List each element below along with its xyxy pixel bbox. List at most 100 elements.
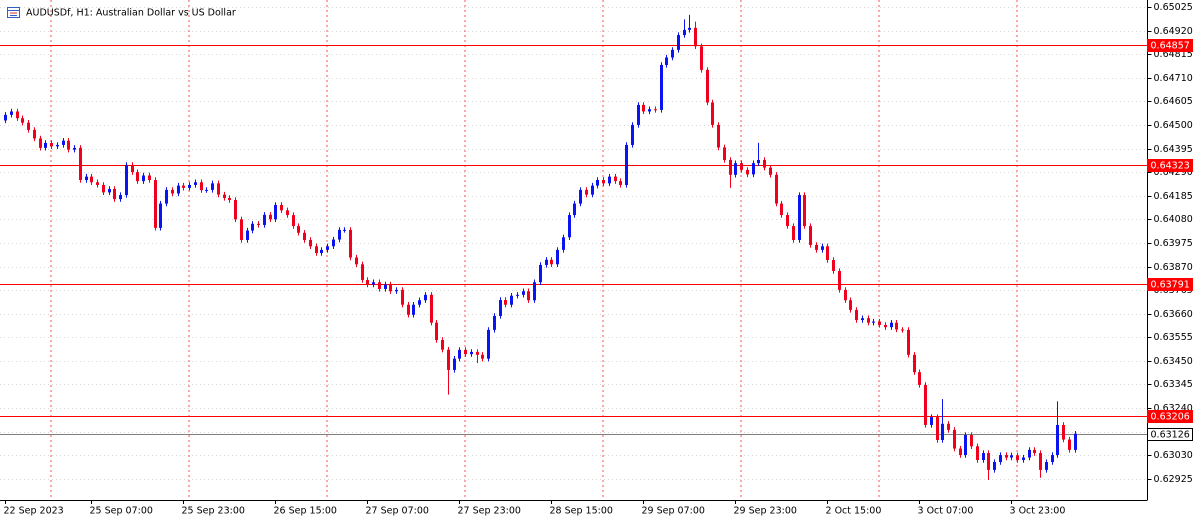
candle-body [631,124,634,145]
candle-body [660,64,663,110]
candle-body [752,163,755,175]
candle-body [154,180,157,228]
candle-body [815,244,818,250]
candle-body [780,203,783,216]
candle-body [1028,449,1031,458]
candle-body [1068,439,1071,450]
candle-body [999,455,1002,463]
candle-body [102,184,105,193]
candle-body [936,417,939,440]
candle-body [378,282,381,289]
candle-body [297,226,300,233]
candle-body [205,189,208,191]
price-tag-label: 0.64857 [1151,41,1190,52]
candle-body [849,300,852,310]
candle-body [441,340,444,350]
candle-body [315,246,318,254]
candle-body [786,215,789,227]
candle-body [798,195,801,240]
y-tick-label: 0.64605 [1154,96,1193,107]
candle-body [366,280,369,285]
candle-body [269,214,272,220]
y-tick-label: 0.64815 [1154,49,1193,60]
candle-body [470,351,473,355]
candle-body [1056,424,1059,456]
candle-body [50,142,53,147]
candle-body [1074,433,1077,450]
candle-body [349,229,352,258]
candle-body [717,124,720,148]
candle-body [803,195,806,227]
grid-layer [0,7,1148,480]
y-tick-label: 0.63450 [1154,356,1193,367]
candle-body [326,246,329,250]
candle-body [706,69,709,103]
candle-body [522,291,525,295]
y-tick-label: 0.62925 [1154,474,1193,485]
candle-body [855,309,858,320]
candle-body [694,27,697,47]
candle-body [113,188,116,200]
y-tick-label: 0.64920 [1154,26,1193,37]
candle-body [516,294,519,296]
candle-body [913,354,916,373]
candle-body [85,176,88,180]
candle-body [67,140,70,150]
candle-body [4,114,7,121]
candle-body [217,183,220,195]
candle-body [188,184,191,188]
candle-body [665,57,668,65]
candle-body [987,453,990,470]
candle-body [458,349,461,359]
candle-body [10,111,13,115]
candle-body [763,160,766,168]
candle-body [648,109,651,112]
candle-body [1062,424,1065,440]
price-tag-label: 0.63126 [1151,430,1190,441]
candle-body [734,163,737,175]
candle-body [775,174,778,204]
candle-body [119,195,122,200]
candle-body [861,318,864,320]
candle-body [16,111,19,119]
candle-body [729,160,732,175]
candle-body [412,304,415,315]
candle-body [953,429,956,449]
candle-body [602,180,605,184]
price-tags: 0.64857 0.64323 0.63791 0.63206 0.63126 [1147,39,1193,441]
candle-body [1033,449,1036,454]
candle-body [596,180,599,186]
candle-body [545,259,548,265]
candle-body [895,322,898,330]
candle-body [976,446,979,460]
candle-body [821,246,824,250]
candle-body [1039,453,1042,470]
candle-body [361,264,364,280]
candle-body [579,189,582,204]
price-tag [1147,278,1193,291]
candle-body [608,176,611,184]
candle-body [740,163,743,170]
candle-body [792,226,795,240]
y-tick-label: 0.63555 [1154,332,1193,343]
candle-body [228,197,231,200]
candle-body [165,189,168,204]
candle-body [280,204,283,211]
candle-body [234,200,237,220]
candle-body [332,239,335,247]
candle-body [844,289,847,301]
candle-body [591,185,594,195]
candle-body [240,219,243,240]
candle-body [556,249,559,265]
price-tag [1147,428,1193,441]
y-tick-label: 0.64500 [1154,120,1193,131]
candle-body [309,240,312,247]
candle-body [769,167,772,175]
candle-body [619,181,622,185]
candle-body [453,358,456,370]
candle-body [688,27,691,30]
candle-body [320,249,323,254]
x-tick-label: 3 Oct 23:00 [1010,506,1066,517]
candle-body [832,260,835,272]
